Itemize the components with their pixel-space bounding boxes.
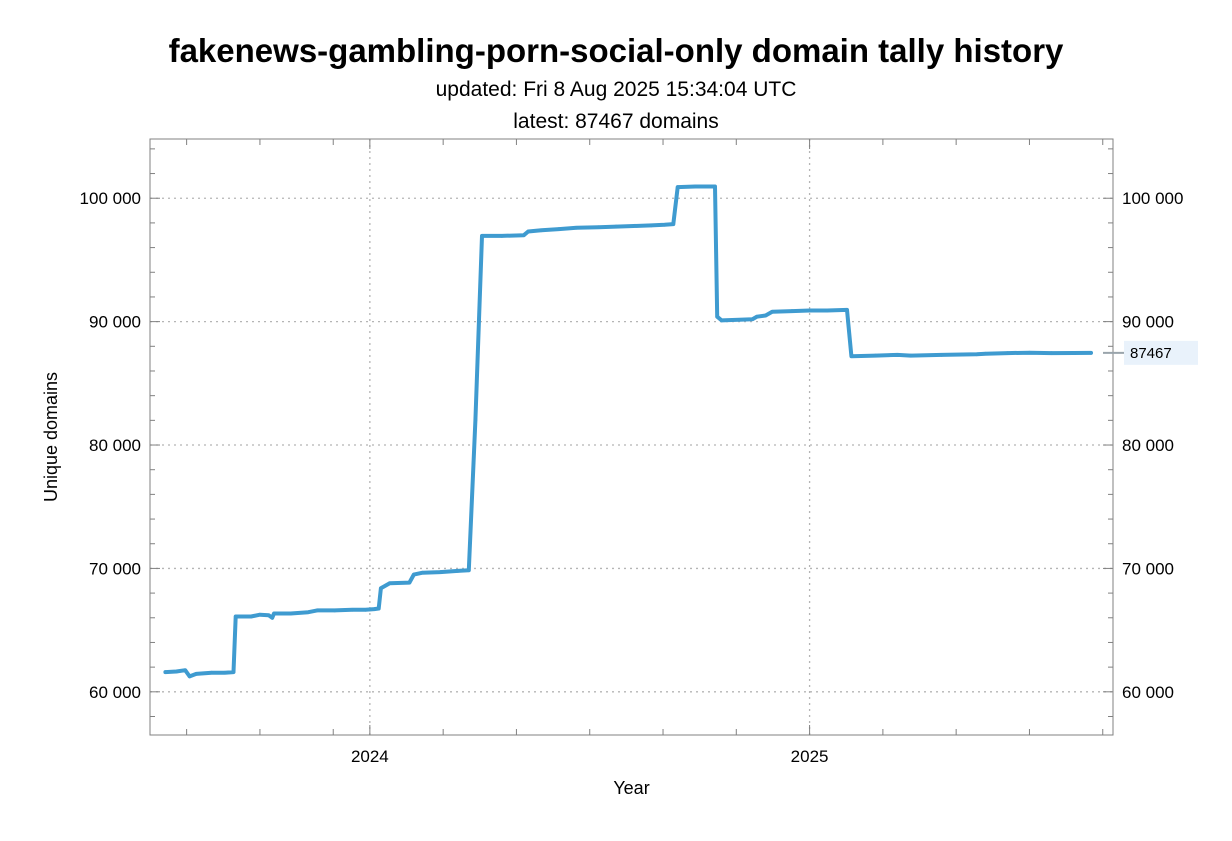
data-point [596, 225, 601, 229]
data-point [1089, 351, 1093, 355]
data-point [258, 612, 262, 617]
data-point [825, 308, 829, 313]
x-tick-label: 2024 [351, 747, 389, 766]
data-point [163, 670, 168, 674]
data-point [249, 614, 253, 619]
y-axis-label: Unique domains [41, 372, 61, 502]
data-point [1071, 351, 1076, 355]
data-point [194, 672, 198, 676]
data-point [480, 234, 484, 238]
data-point [693, 184, 698, 189]
data-point [539, 228, 544, 233]
data-point [223, 670, 227, 675]
data-point [420, 570, 425, 575]
y-tick-label-left: 70 000 [89, 559, 141, 578]
y-tick-label-right: 60 000 [1122, 683, 1174, 702]
data-point [412, 572, 416, 577]
data-point [662, 223, 667, 227]
data-point [983, 351, 988, 356]
y-tick-label-right: 90 000 [1122, 313, 1174, 332]
data-point [350, 608, 355, 612]
data-point [750, 317, 755, 322]
y-tick-label-left: 100 000 [80, 189, 141, 208]
y-tick-label-right: 80 000 [1122, 436, 1174, 455]
data-point [522, 233, 526, 237]
data-point [1027, 350, 1032, 355]
data-point [526, 229, 530, 234]
series-layer [163, 184, 1093, 679]
data-point [845, 308, 849, 312]
y-tick-label-left: 90 000 [89, 313, 141, 332]
data-point [266, 613, 271, 618]
chart-updated-subtitle: updated: Fri 8 Aug 2025 15:34:04 UTC [435, 78, 797, 101]
data-point [288, 611, 293, 616]
data-point [306, 610, 311, 614]
y-tick-label-right: 100 000 [1122, 189, 1183, 208]
data-point [873, 353, 878, 358]
data-point [183, 668, 187, 672]
data-point [209, 670, 214, 675]
axis-ticks: 60 000 60 000 70 000 70 000 80 000 80 000 90 0… [80, 139, 1183, 766]
plot-frame [149, 138, 1114, 736]
data-point [231, 670, 236, 674]
data-point [719, 318, 724, 323]
data-point [763, 313, 768, 318]
data-point [715, 314, 719, 319]
data-point [790, 309, 794, 313]
data-point [473, 418, 478, 423]
chart-latest-subtitle: latest: 87467 domains [513, 110, 719, 133]
data-point [233, 614, 238, 619]
data-point [614, 224, 618, 229]
data-point [849, 354, 854, 359]
data-point [363, 608, 368, 612]
chart-title: fakenews-gambling-porn-social-only domai… [168, 32, 1064, 69]
data-point [272, 611, 276, 616]
data-point [315, 608, 319, 613]
y-tick-label-right: 70 000 [1122, 559, 1174, 578]
data-point [770, 310, 774, 314]
data-point [379, 586, 383, 590]
data-point [671, 222, 676, 226]
data-point [376, 606, 381, 611]
data-point [174, 669, 179, 674]
data-point [1005, 351, 1010, 355]
data-point [631, 224, 636, 228]
data-point [187, 674, 192, 679]
data-point [649, 223, 654, 228]
data-point [557, 227, 561, 231]
data-point [467, 568, 471, 573]
data-point [755, 314, 759, 319]
data-point [332, 608, 337, 613]
data-point [1049, 351, 1054, 355]
data-point [895, 353, 900, 357]
series-line [163, 184, 1093, 679]
data-point [675, 185, 680, 189]
data-point [908, 353, 913, 358]
latest-callout: 87467 [1103, 340, 1198, 365]
data-point [438, 570, 443, 574]
data-point [456, 569, 460, 573]
data-point [407, 580, 412, 585]
y-tick-label-left: 80 000 [89, 436, 141, 455]
latest-value-label: 87467 [1130, 345, 1172, 362]
y-tick-label-left: 60 000 [89, 683, 141, 702]
data-point [974, 352, 979, 357]
data-point [807, 308, 812, 313]
data-point [939, 353, 944, 357]
grid-lines [150, 139, 1113, 735]
callout-box [1124, 340, 1198, 365]
x-tick-label: 2025 [791, 747, 829, 766]
data-point [574, 226, 579, 230]
data-point [737, 318, 741, 322]
data-point [372, 607, 377, 611]
x-axis-label: Year [613, 778, 649, 798]
data-point [713, 184, 717, 189]
data-point [270, 616, 275, 620]
data-point [500, 234, 504, 238]
data-point [387, 581, 392, 585]
